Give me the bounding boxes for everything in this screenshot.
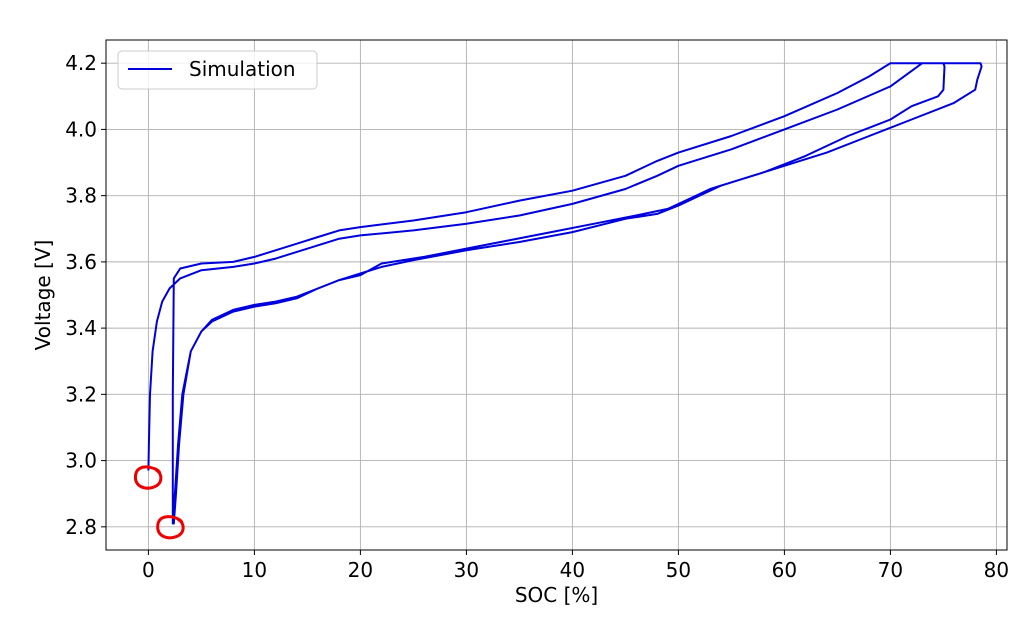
y-tick-label: 3.2 — [65, 382, 97, 406]
y-tick-label: 4.0 — [65, 117, 97, 141]
annotation-circle — [156, 515, 185, 540]
axis-ticks: 0 10 20 30 40 50 60 70 80 2.8 3.0 3.2 3.4 3.6 3.8 4.0 4.… — [65, 51, 1009, 582]
x-tick-label: 30 — [454, 558, 479, 582]
x-tick-label: 40 — [560, 558, 585, 582]
series-layer — [147, 62, 983, 525]
annotation-circle — [133, 465, 163, 490]
x-tick-label: 70 — [878, 558, 903, 582]
x-tick-label: 0 — [142, 558, 155, 582]
y-tick-label: 3.6 — [65, 250, 97, 274]
x-tick-label: 60 — [772, 558, 797, 582]
y-tick-label: 3.8 — [65, 184, 97, 208]
legend-label-simulation: Simulation — [189, 57, 296, 81]
x-tick-label: 50 — [666, 558, 691, 582]
y-tick-label: 3.4 — [65, 316, 97, 340]
x-tick-label: 20 — [348, 558, 373, 582]
x-tick-label: 80 — [984, 558, 1009, 582]
legend: Simulation — [117, 50, 318, 90]
y-tick-label: 3.0 — [65, 449, 97, 473]
y-tick-label: 2.8 — [65, 515, 97, 539]
grid-lines — [106, 40, 1007, 550]
y-tick-label: 4.2 — [65, 51, 97, 75]
plot-frame — [105, 39, 1008, 551]
legend-box — [117, 50, 318, 90]
series-line-simulation — [147, 62, 983, 525]
annotation-layer — [133, 465, 185, 540]
x-tick-label: 10 — [242, 558, 267, 582]
x-axis-title: SOC [%] — [515, 583, 598, 607]
y-axis-title: Voltage [V] — [31, 240, 55, 351]
